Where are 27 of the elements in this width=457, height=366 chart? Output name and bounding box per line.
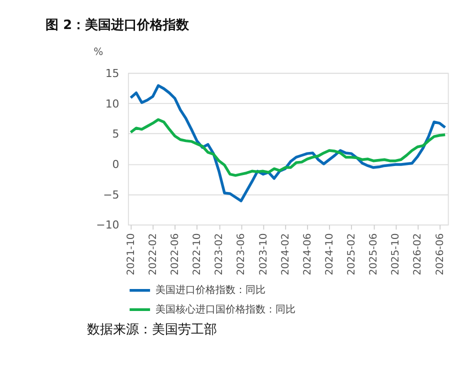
x-tick-label: 2024-02 [280, 233, 292, 276]
y-tick-label: 5 [112, 128, 120, 141]
x-tick-label: 2022-06 [170, 233, 182, 276]
x-tick-label: 2023-02 [214, 233, 226, 276]
y-tick-label: 15 [105, 66, 120, 80]
y-tick-label: −10 [96, 218, 120, 232]
y-tick-label: −5 [103, 188, 120, 202]
x-tick-label: 2026-06 [434, 233, 446, 276]
legend-label: 美国进口价格指数：同比 [155, 284, 266, 296]
y-axis-title: % [94, 47, 104, 58]
x-tick-label: 2023-10 [258, 233, 270, 276]
source-note: 数据来源：美国劳工部 [86, 321, 217, 338]
x-tick-label: 2024-10 [324, 233, 336, 276]
line-series [129, 118, 446, 177]
x-tick-label: 2025-10 [390, 233, 402, 276]
chart-title: 图 2：美国进口价格指数 [46, 16, 190, 33]
y-tick-label: 0 [112, 158, 120, 171]
x-tick-label: 2022-10 [192, 233, 204, 276]
x-tick-label: 2026-02 [412, 233, 424, 276]
x-tick-label: 2025-02 [346, 233, 358, 276]
y-tick-label: 10 [105, 97, 120, 110]
x-tick-label: 2021-10 [126, 233, 137, 276]
x-tick-label: 2025-06 [368, 233, 380, 276]
x-tick-label: 2023-06 [236, 233, 248, 276]
legend-label: 美国核心进口国价格指数：同比 [155, 303, 296, 316]
x-tick-label: 2022-02 [148, 233, 159, 276]
x-tick-label: 2024-06 [302, 233, 314, 276]
